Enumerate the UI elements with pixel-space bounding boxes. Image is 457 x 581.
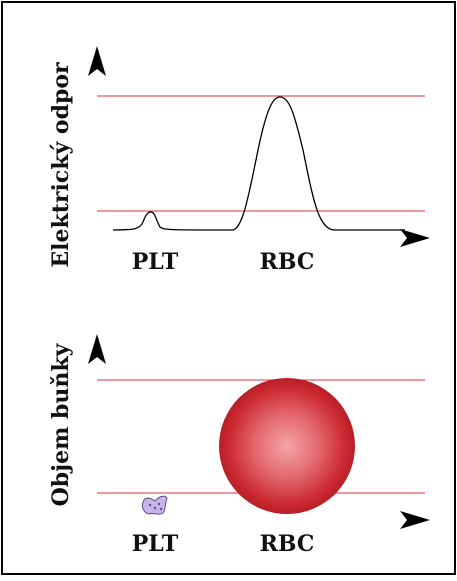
label: PLT [132, 531, 179, 557]
platelet-granule [153, 506, 157, 510]
axis-label: Objem buňky [48, 342, 74, 506]
platelet-granule [148, 503, 152, 507]
arrow-up [88, 334, 106, 364]
arrow-right [400, 229, 430, 247]
red-blood-cell [219, 378, 355, 514]
platelet-granule [159, 507, 163, 511]
label: RBC [260, 249, 315, 275]
label: PLT [132, 249, 179, 275]
platelet-granule [157, 502, 161, 506]
axis-label: Elektrický odpor [48, 62, 74, 268]
arrow-right [400, 511, 430, 529]
arrow-up [88, 46, 106, 76]
signal-curve [112, 96, 405, 231]
label: RBC [260, 531, 315, 557]
